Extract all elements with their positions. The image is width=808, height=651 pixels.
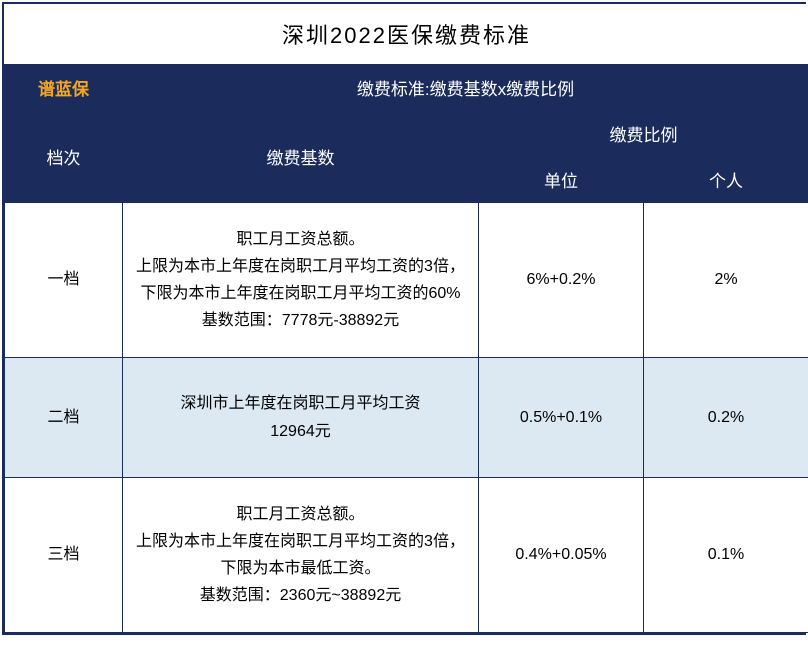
table-row: 三档 职工月工资总额。 上限为本市上年度在岗职工月平均工资的3倍，下限为本市最低… xyxy=(5,478,808,633)
tier-cell: 二档 xyxy=(5,358,123,478)
unit-cell: 0.4%+0.05% xyxy=(479,478,644,633)
header-row-1: 档次 缴费基数 缴费比例 xyxy=(5,111,808,157)
person-cell: 0.1% xyxy=(644,478,808,633)
unit-cell: 6%+0.2% xyxy=(479,203,644,358)
insurance-table: 深圳2022医保缴费标准 谱蓝保 缴费标准:缴费基数x缴费比例 档次 缴费基数 … xyxy=(4,4,808,633)
header-ratio: 缴费比例 xyxy=(479,111,808,157)
header-tier: 档次 xyxy=(5,111,123,203)
base-cell: 深圳市上年度在岗职工月平均工资 12964元 xyxy=(123,358,479,478)
base-cell: 职工月工资总额。 上限为本市上年度在岗职工月平均工资的3倍，下限为本市最低工资。… xyxy=(123,478,479,633)
unit-cell: 0.5%+0.1% xyxy=(479,358,644,478)
table-title: 深圳2022医保缴费标准 xyxy=(5,4,808,65)
base-cell: 职工月工资总额。 上限为本市上年度在岗职工月平均工资的3倍，下限为本市上年度在岗… xyxy=(123,203,479,358)
table-row: 一档 职工月工资总额。 上限为本市上年度在岗职工月平均工资的3倍，下限为本市上年… xyxy=(5,203,808,358)
title-row: 深圳2022医保缴费标准 xyxy=(5,4,808,65)
tier-cell: 一档 xyxy=(5,203,123,358)
formula-cell: 缴费标准:缴费基数x缴费比例 xyxy=(123,65,808,111)
table-row: 二档 深圳市上年度在岗职工月平均工资 12964元 0.5%+0.1% 0.2% xyxy=(5,358,808,478)
person-cell: 2% xyxy=(644,203,808,358)
formula-row: 谱蓝保 缴费标准:缴费基数x缴费比例 xyxy=(5,65,808,111)
header-unit: 单位 xyxy=(479,157,644,203)
brand-cell: 谱蓝保 xyxy=(5,65,123,111)
header-base: 缴费基数 xyxy=(123,111,479,203)
insurance-table-container: 深圳2022医保缴费标准 谱蓝保 缴费标准:缴费基数x缴费比例 档次 缴费基数 … xyxy=(2,2,806,635)
header-person: 个人 xyxy=(644,157,808,203)
person-cell: 0.2% xyxy=(644,358,808,478)
tier-cell: 三档 xyxy=(5,478,123,633)
